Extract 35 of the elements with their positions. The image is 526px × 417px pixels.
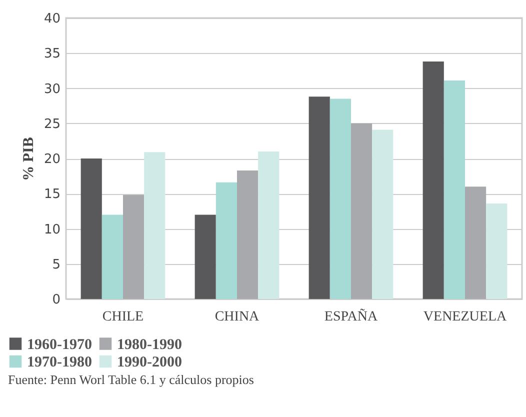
- bar: [422, 62, 444, 299]
- bar: [237, 170, 258, 299]
- bar: [144, 152, 166, 299]
- bar: [372, 130, 394, 299]
- x-tick-label: VENEZUELA: [423, 310, 508, 324]
- bar: [258, 151, 280, 299]
- y-tick-label: 20: [44, 152, 60, 167]
- source-note: Fuente: Penn Worl Table 6.1 y cálculos propios: [7, 372, 255, 388]
- legend-label: 1960-1970: [27, 336, 92, 353]
- bar: [194, 214, 216, 299]
- bar: [351, 123, 372, 299]
- bar: [444, 80, 465, 299]
- y-tick-label: 25: [44, 116, 60, 132]
- y-tick-label: 15: [44, 187, 60, 202]
- y-tick-label: 10: [44, 222, 60, 238]
- bar: [486, 203, 508, 299]
- x-tick-label: CHINA: [214, 310, 260, 324]
- bar: [123, 195, 144, 299]
- bar: [80, 158, 102, 299]
- legend-label: 1990-2000: [117, 354, 182, 370]
- bar: [102, 214, 123, 299]
- y-tick-label: 35: [44, 46, 60, 62]
- x-tick-label: ESPAÑA: [324, 308, 378, 324]
- y-tick-label: 5: [52, 257, 60, 272]
- x-tick-label: CHILE: [102, 310, 144, 324]
- legend-label: 1970-1980: [27, 354, 92, 370]
- y-tick-label: 40: [44, 12, 60, 26]
- bar: [308, 96, 330, 299]
- bar: [216, 182, 237, 299]
- bar: [465, 186, 486, 299]
- bar: [330, 98, 351, 299]
- y-axis-title: % PIB: [20, 137, 37, 181]
- y-tick-label: 0: [52, 292, 60, 308]
- y-tick-label: 30: [44, 82, 60, 97]
- legend-label: 1980-1990: [117, 336, 182, 353]
